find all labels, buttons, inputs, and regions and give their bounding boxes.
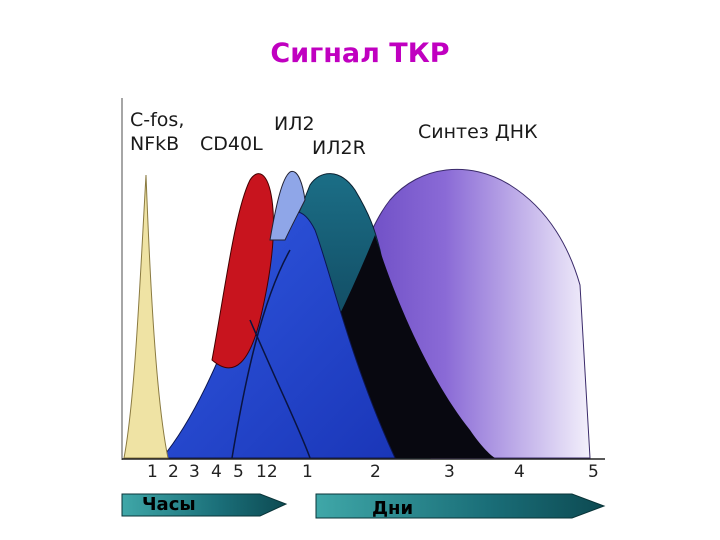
hour-tick: 4 <box>211 462 222 482</box>
day-tick: 4 <box>514 462 525 482</box>
cd40l-label: CD40L <box>200 133 263 155</box>
cfos-peak <box>123 174 169 459</box>
hour-tick: 2 <box>168 462 179 482</box>
day-tick: 5 <box>588 462 599 482</box>
hour-tick: 1 <box>147 462 158 482</box>
dna-synthesis-label: Синтез ДНК <box>418 121 538 143</box>
cd40l-curve <box>211 173 274 369</box>
fold-line <box>231 249 291 459</box>
hours-arrow <box>121 493 288 517</box>
il2-curve <box>269 170 306 241</box>
day-tick: 1 <box>302 462 313 482</box>
hour-tick: 3 <box>189 462 200 482</box>
il2-label: ИЛ2 <box>274 113 315 135</box>
hours-arrow-label: Часы <box>142 494 196 515</box>
page-title: Сигнал ТКР <box>270 38 450 69</box>
hour-tick: 12 <box>256 462 278 482</box>
hour-tick: 5 <box>233 462 244 482</box>
il2r-label: ИЛ2R <box>312 137 366 159</box>
day-tick: 3 <box>444 462 455 482</box>
days-arrow <box>315 493 606 519</box>
fold-line <box>249 319 311 459</box>
days-arrow-label: Дни <box>372 498 414 519</box>
day-tick: 2 <box>370 462 381 482</box>
cfos-label: C-fos, NFkB <box>130 109 185 155</box>
